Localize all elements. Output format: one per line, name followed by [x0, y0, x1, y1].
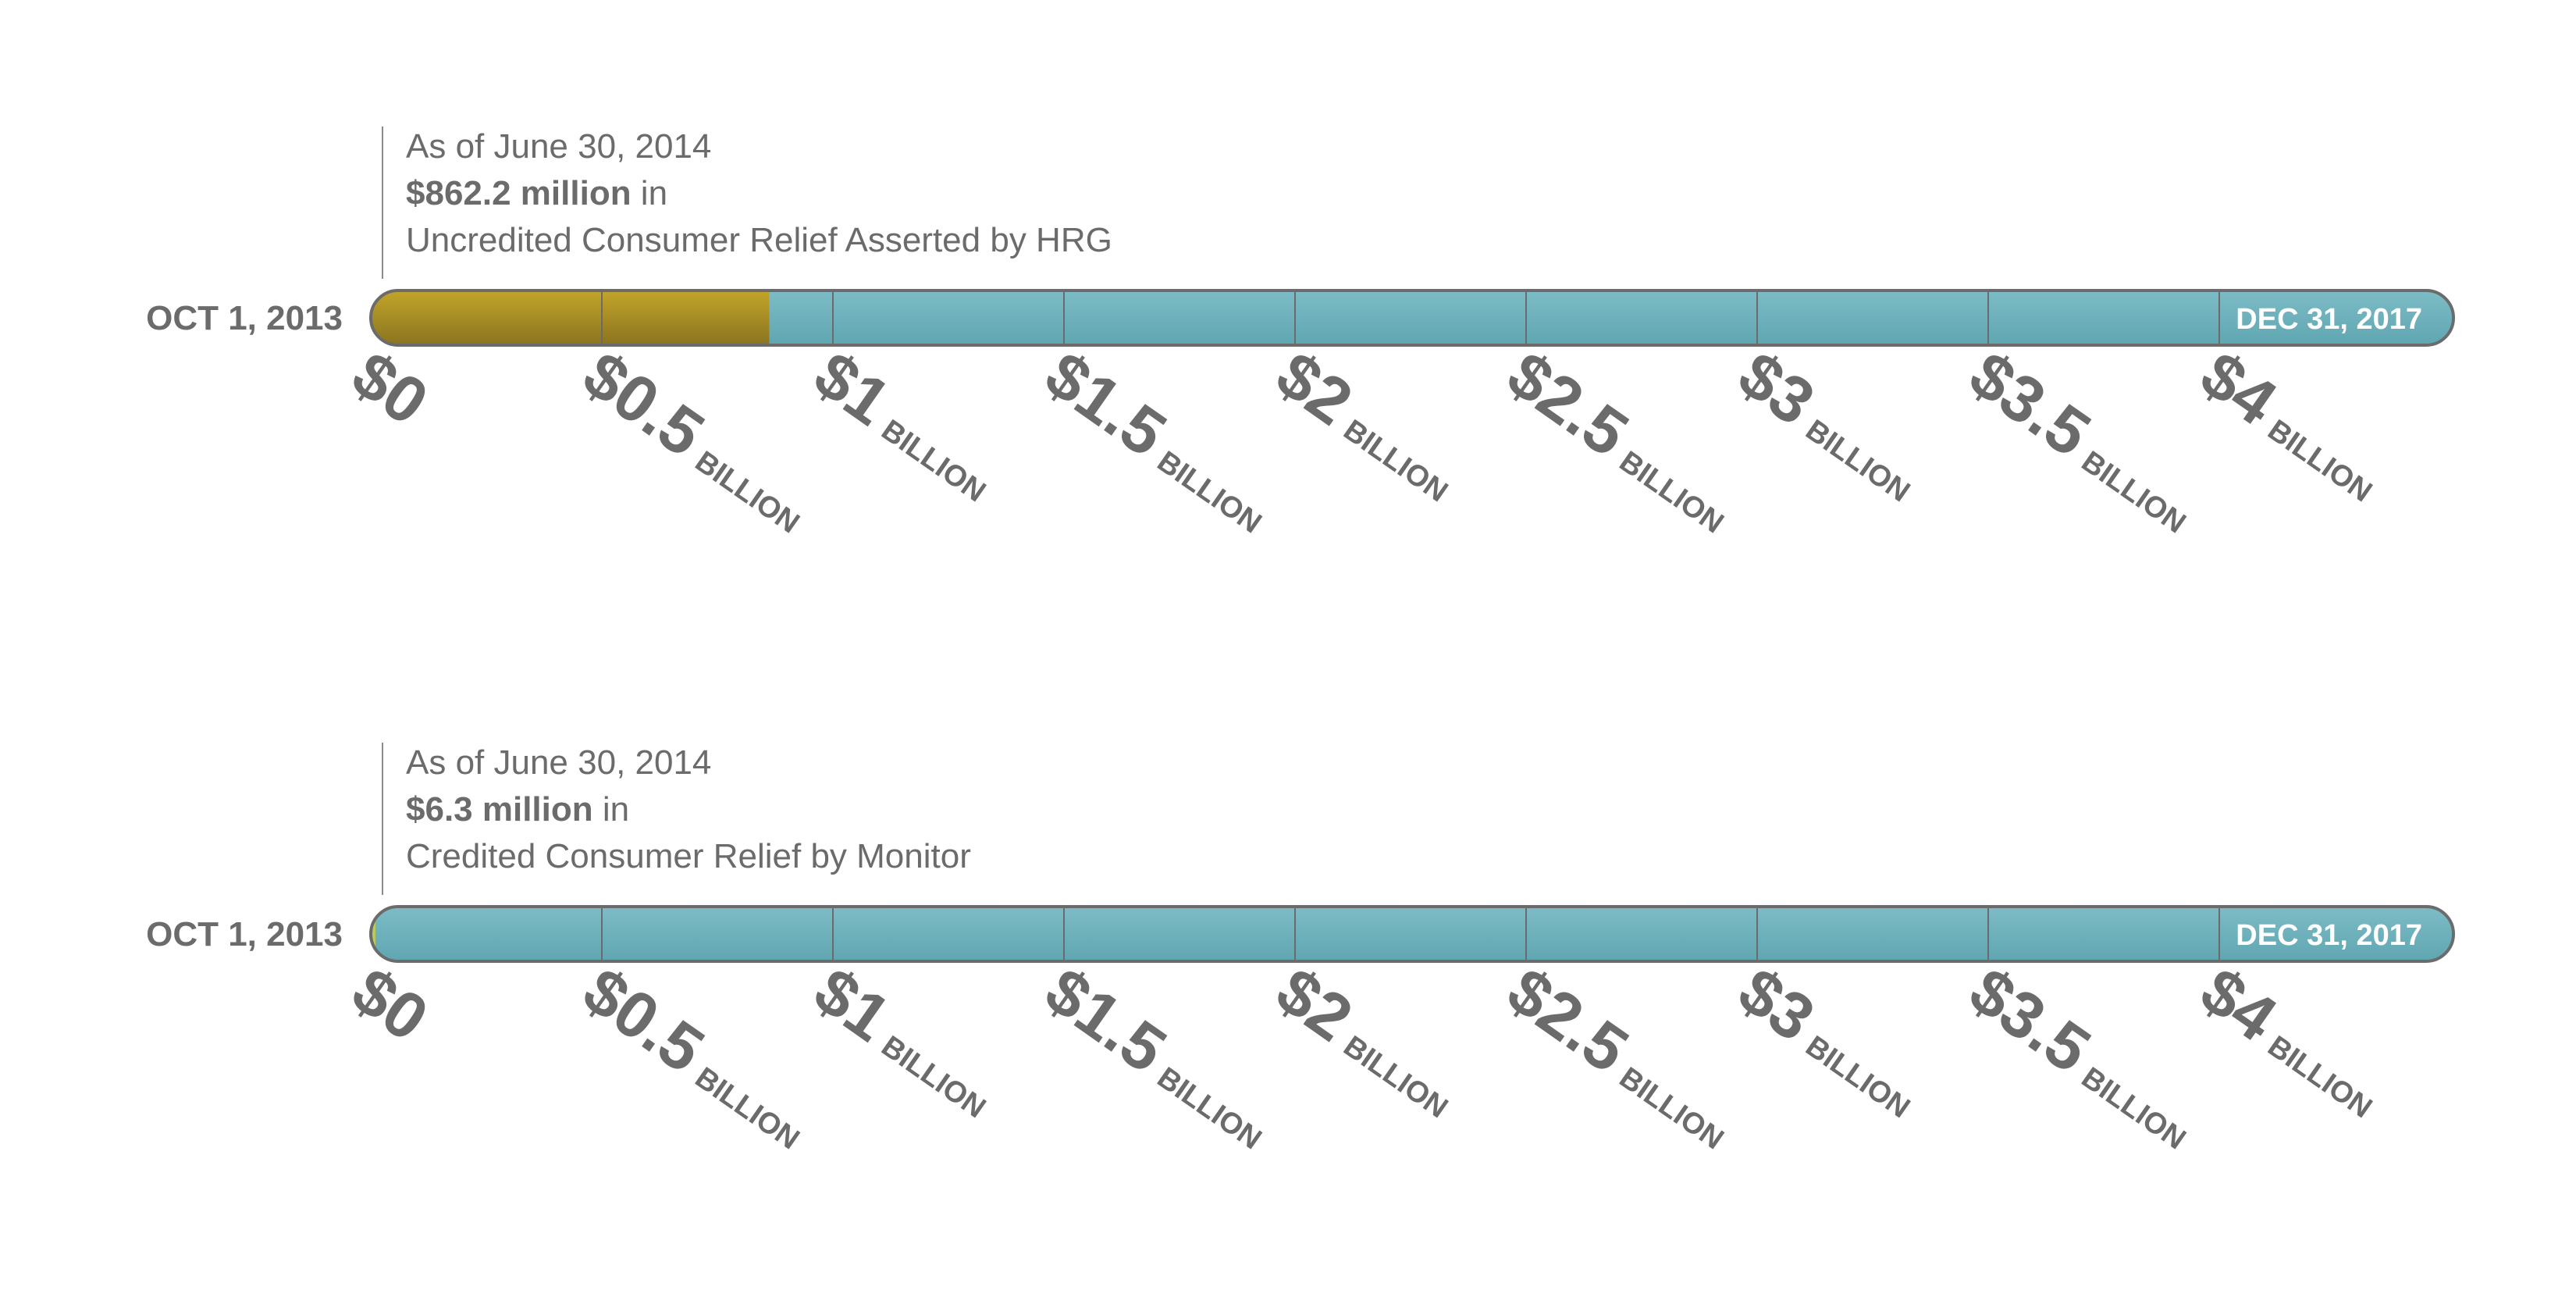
progress-track: [371, 907, 2453, 961]
tick-label: $1BILLION: [802, 953, 1011, 1131]
tick-unit: BILLION: [1151, 445, 1268, 540]
tick-label: $4BILLION: [2188, 337, 2397, 515]
tick-label-text: $1.5BILLION: [1033, 953, 1286, 1162]
tick-label: $0: [340, 337, 441, 440]
note-date: As of June 30, 2014: [406, 127, 711, 166]
progress-chart-1: OCT 1, 2013 DEC 31, 2017 As of June 30, 20…: [146, 127, 2455, 546]
tick-label: $2.5BILLION: [1495, 337, 1749, 546]
note-amount-line: $6.3 million in: [406, 790, 629, 829]
end-date-label: DEC 31, 2017: [2236, 919, 2422, 952]
tick-label: $1.5BILLION: [1033, 337, 1286, 546]
tick-label: $0: [340, 953, 441, 1056]
tick-unit: BILLION: [2261, 1030, 2378, 1125]
tick-label-text: $3BILLION: [1726, 337, 1935, 515]
tick-unit: BILLION: [1337, 1030, 1453, 1125]
tick-label: $3BILLION: [1726, 953, 1935, 1131]
tick-label: $4BILLION: [2188, 953, 2397, 1131]
tick-label-text: $2BILLION: [1264, 953, 1473, 1131]
tick-label: $3.5BILLION: [1957, 337, 2211, 546]
progress-outline: [369, 289, 2455, 347]
tick-value: $0: [340, 337, 441, 440]
progress-outline: [369, 905, 2455, 963]
tick-label-text: $1.5BILLION: [1033, 337, 1286, 546]
tick-unit: BILLION: [689, 445, 806, 540]
tick-unit: BILLION: [1614, 1061, 1730, 1157]
note-amount: $6.3 million: [406, 790, 593, 829]
progress-fill: [371, 290, 770, 345]
tick-label: $2.5BILLION: [1495, 953, 1749, 1162]
tick-label: $2BILLION: [1264, 337, 1473, 515]
tick-value: $2.5: [1495, 953, 1642, 1087]
tick-value: $1.5: [1033, 337, 1179, 471]
tick-unit: BILLION: [875, 1030, 991, 1125]
tick-label-text: $4BILLION: [2188, 953, 2397, 1131]
progress-fill: [371, 907, 375, 961]
tick-label-text: $3.5BILLION: [1957, 337, 2211, 546]
tick-label-text: $2.5BILLION: [1495, 337, 1749, 546]
tick-label-text: $0.5BILLION: [571, 337, 824, 546]
start-date-label: OCT 1, 2013: [146, 299, 343, 337]
tick-label: $3BILLION: [1726, 337, 1935, 515]
tick-label: $3.5BILLION: [1957, 953, 2211, 1162]
tick-value: $1.5: [1033, 953, 1179, 1087]
tick-unit: BILLION: [1614, 445, 1730, 540]
tick-label-text: $0: [340, 953, 441, 1056]
tick-unit: BILLION: [1337, 414, 1453, 509]
tick-unit: BILLION: [2076, 445, 2192, 540]
note-date: As of June 30, 2014: [406, 743, 711, 782]
tick-unit: BILLION: [689, 1061, 806, 1157]
tick-label-text: $3BILLION: [1726, 953, 1935, 1131]
tick-label-text: $0: [340, 337, 441, 440]
tick-label: $2BILLION: [1264, 953, 1473, 1131]
tick-unit: BILLION: [2076, 1061, 2192, 1157]
start-date-label: OCT 1, 2013: [146, 915, 343, 953]
tick-value: $0: [340, 953, 441, 1056]
tick-label-text: $2.5BILLION: [1495, 953, 1749, 1162]
tick-label-text: $1BILLION: [802, 953, 1011, 1131]
tick-label-text: $1BILLION: [802, 337, 1011, 515]
tick-value: $0.5: [571, 953, 717, 1087]
tick-unit: BILLION: [875, 414, 991, 509]
tick-value: $0.5: [571, 337, 717, 471]
tick-label: $1.5BILLION: [1033, 953, 1286, 1162]
tick-label: $0.5BILLION: [571, 337, 824, 546]
end-date-label: DEC 31, 2017: [2236, 303, 2422, 336]
progress-chart-2: OCT 1, 2013 DEC 31, 2017 As of June 30, 20…: [146, 743, 2455, 1162]
tick-label-text: $2BILLION: [1264, 337, 1473, 515]
note-amount-line: $862.2 million in: [406, 174, 667, 212]
tick-value: $3.5: [1957, 953, 2104, 1087]
tick-value: $2.5: [1495, 337, 1642, 471]
tick-label-text: $4BILLION: [2188, 337, 2397, 515]
note-description: Credited Consumer Relief by Monitor: [406, 837, 971, 875]
tick-unit: BILLION: [2261, 414, 2378, 509]
tick-label: $1BILLION: [802, 337, 1011, 515]
tick-value: $3.5: [1957, 337, 2104, 471]
tick-unit: BILLION: [1799, 1030, 1916, 1125]
tick-unit: BILLION: [1799, 414, 1916, 509]
tick-label-text: $3.5BILLION: [1957, 953, 2211, 1162]
note-description: Uncredited Consumer Relief Asserted by H…: [406, 221, 1112, 259]
tick-label: $0.5BILLION: [571, 953, 824, 1162]
note-amount-suffix: in: [593, 790, 629, 829]
note-amount: $862.2 million: [406, 174, 632, 212]
note-amount-suffix: in: [632, 174, 667, 212]
tick-label-text: $0.5BILLION: [571, 953, 824, 1162]
tick-unit: BILLION: [1151, 1061, 1268, 1157]
